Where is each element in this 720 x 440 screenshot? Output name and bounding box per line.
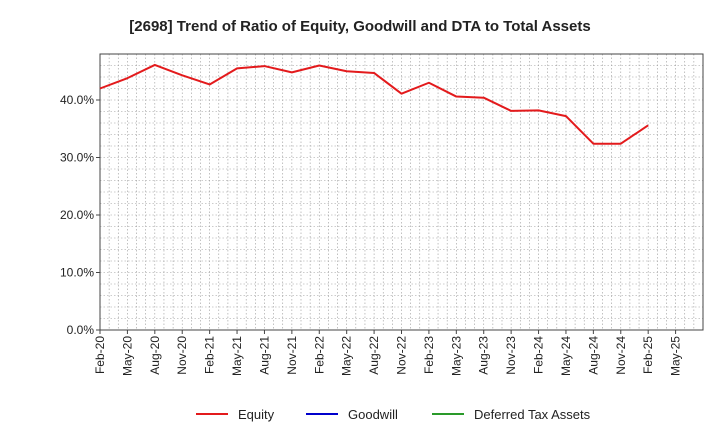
x-tick-label: Aug-23 <box>477 336 491 375</box>
x-tick-label: May-21 <box>230 336 244 376</box>
x-tick-label: Nov-23 <box>504 336 518 375</box>
x-tick-label: Feb-23 <box>422 336 436 374</box>
legend-label-goodwill: Goodwill <box>348 407 398 422</box>
legend-label-deferred-tax-assets: Deferred Tax Assets <box>474 407 591 422</box>
x-tick-label: Aug-22 <box>367 336 381 375</box>
y-axis-ticks: 0.0% 10.0% 20.0% 30.0% 40.0% <box>60 93 100 337</box>
y-tick-label: 40.0% <box>60 93 94 107</box>
y-tick-label: 30.0% <box>60 151 94 165</box>
series-line-equity <box>99 63 649 145</box>
y-tick-label: 10.0% <box>60 266 94 280</box>
grid-layer <box>100 54 703 330</box>
x-tick-label: Aug-24 <box>586 336 600 375</box>
x-tick-label: Nov-24 <box>614 336 628 375</box>
x-tick-label: May-25 <box>669 336 683 376</box>
x-tick-label: Feb-25 <box>641 336 655 374</box>
y-tick-label: 20.0% <box>60 208 94 222</box>
x-tick-label: May-20 <box>120 336 134 376</box>
x-tick-label: Nov-22 <box>395 336 409 375</box>
x-tick-label: May-23 <box>449 336 463 376</box>
x-tick-label: Feb-24 <box>532 336 546 374</box>
series-layer <box>99 63 649 145</box>
chart-title: [2698] Trend of Ratio of Equity, Goodwil… <box>129 18 590 35</box>
x-tick-label: May-24 <box>559 336 573 376</box>
x-tick-label: Nov-21 <box>285 336 299 375</box>
x-tick-label: Feb-21 <box>203 336 217 374</box>
x-axis-ticks: Feb-20 May-20 Aug-20 Nov-20 Feb-21 May-21 Aug-… <box>93 330 683 376</box>
x-tick-label: Aug-20 <box>148 336 162 375</box>
x-tick-label: Nov-20 <box>175 336 189 375</box>
legend-label-equity: Equity <box>238 407 275 422</box>
x-tick-label: Aug-21 <box>257 336 271 375</box>
y-tick-label: 0.0% <box>67 323 95 337</box>
x-tick-label: May-22 <box>340 336 354 376</box>
legend: Equity Goodwill Deferred Tax Assets <box>196 407 591 422</box>
x-tick-label: Feb-20 <box>93 336 107 374</box>
x-tick-label: Feb-22 <box>312 336 326 374</box>
